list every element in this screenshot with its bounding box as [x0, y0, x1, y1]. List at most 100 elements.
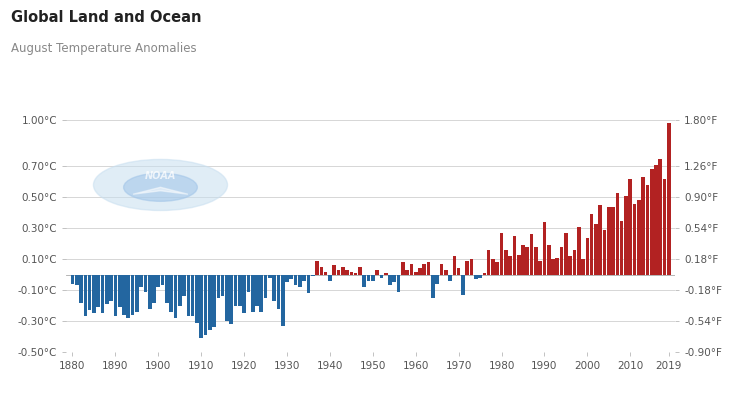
- Bar: [354, 273, 357, 275]
- Bar: [328, 275, 332, 281]
- Bar: [105, 275, 109, 304]
- Bar: [221, 275, 225, 296]
- Bar: [363, 275, 366, 287]
- Bar: [500, 233, 504, 275]
- Bar: [109, 275, 113, 301]
- Bar: [521, 245, 525, 275]
- Bar: [474, 275, 478, 279]
- Bar: [195, 275, 199, 323]
- Bar: [607, 207, 611, 275]
- Bar: [388, 275, 392, 286]
- Bar: [426, 262, 430, 275]
- Bar: [144, 275, 148, 292]
- Bar: [405, 270, 409, 275]
- Bar: [349, 272, 353, 275]
- Bar: [440, 264, 443, 275]
- Bar: [319, 267, 323, 275]
- Bar: [139, 275, 143, 287]
- Bar: [268, 275, 272, 278]
- Circle shape: [93, 160, 228, 210]
- Circle shape: [123, 173, 197, 201]
- Polygon shape: [133, 187, 188, 194]
- Bar: [182, 275, 186, 296]
- Bar: [517, 254, 520, 275]
- Bar: [281, 275, 285, 326]
- Bar: [491, 259, 495, 275]
- Bar: [191, 275, 195, 316]
- Bar: [203, 275, 207, 335]
- Bar: [534, 247, 538, 275]
- Bar: [294, 275, 297, 286]
- Bar: [624, 196, 628, 275]
- Bar: [170, 275, 173, 312]
- Bar: [264, 275, 267, 298]
- Bar: [75, 275, 79, 286]
- Bar: [367, 275, 371, 281]
- Bar: [448, 275, 452, 281]
- Bar: [233, 275, 237, 306]
- Bar: [577, 227, 581, 275]
- Bar: [217, 275, 220, 298]
- Bar: [255, 275, 259, 306]
- Bar: [581, 259, 585, 275]
- Bar: [333, 265, 336, 275]
- Bar: [358, 267, 362, 275]
- Bar: [277, 275, 280, 309]
- Bar: [96, 275, 100, 307]
- Bar: [397, 275, 400, 292]
- Bar: [654, 165, 658, 275]
- Bar: [92, 275, 95, 313]
- Bar: [148, 275, 151, 309]
- Bar: [315, 261, 319, 275]
- Bar: [135, 275, 139, 312]
- Bar: [598, 205, 602, 275]
- Bar: [479, 275, 482, 278]
- Bar: [414, 272, 418, 275]
- Bar: [238, 275, 241, 306]
- Bar: [637, 200, 641, 275]
- Bar: [208, 275, 211, 330]
- Bar: [542, 222, 546, 275]
- Bar: [286, 275, 289, 282]
- Bar: [590, 214, 594, 275]
- Bar: [646, 185, 649, 275]
- Bar: [165, 275, 169, 302]
- Bar: [324, 272, 327, 275]
- Bar: [84, 275, 87, 316]
- Text: NOAA: NOAA: [145, 171, 176, 181]
- Bar: [79, 275, 83, 302]
- Bar: [337, 270, 341, 275]
- Bar: [470, 259, 473, 275]
- Bar: [242, 275, 246, 313]
- Bar: [573, 250, 576, 275]
- Bar: [667, 123, 671, 275]
- Bar: [444, 270, 448, 275]
- Bar: [341, 267, 344, 275]
- Bar: [628, 179, 632, 275]
- Bar: [311, 275, 315, 276]
- Bar: [431, 275, 435, 298]
- Bar: [302, 275, 306, 281]
- Bar: [482, 273, 486, 275]
- Bar: [663, 179, 666, 275]
- Bar: [298, 275, 302, 287]
- Bar: [465, 261, 469, 275]
- Bar: [452, 256, 456, 275]
- Bar: [650, 170, 653, 275]
- Bar: [551, 259, 555, 275]
- Bar: [247, 275, 250, 292]
- Bar: [152, 275, 156, 302]
- Bar: [272, 275, 276, 301]
- Bar: [225, 275, 229, 321]
- Bar: [379, 275, 383, 278]
- Bar: [70, 275, 74, 284]
- Bar: [118, 275, 122, 307]
- Bar: [230, 275, 233, 324]
- Bar: [564, 233, 567, 275]
- Text: Global Land and Ocean: Global Land and Ocean: [11, 10, 202, 25]
- Bar: [512, 236, 516, 275]
- Bar: [423, 264, 426, 275]
- Bar: [603, 230, 606, 275]
- Bar: [401, 262, 404, 275]
- Bar: [461, 275, 465, 295]
